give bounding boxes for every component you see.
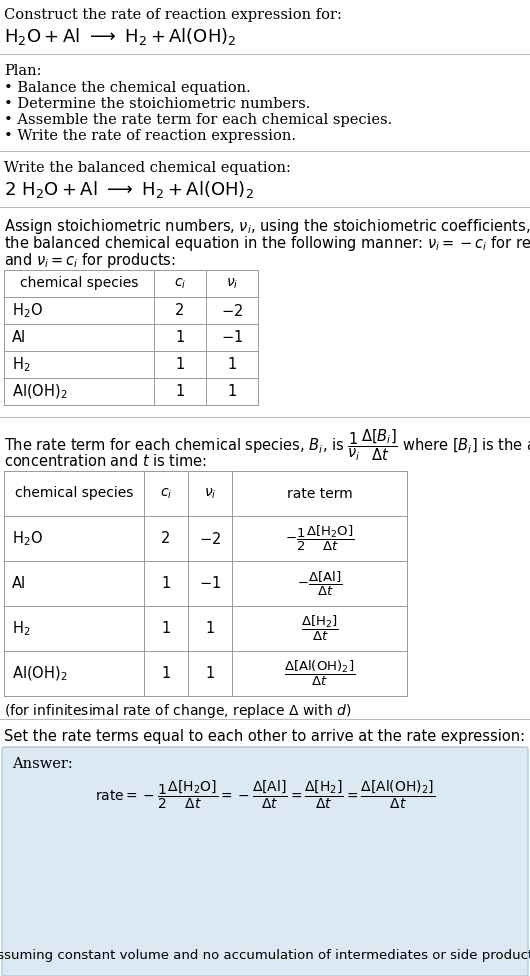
Text: 1: 1 xyxy=(161,576,171,591)
Text: Set the rate terms equal to each other to arrive at the rate expression:: Set the rate terms equal to each other t… xyxy=(4,729,525,744)
Text: 2: 2 xyxy=(175,303,184,318)
Text: 1: 1 xyxy=(175,330,184,345)
Text: $c_i$: $c_i$ xyxy=(174,276,186,291)
Text: (for infinitesimal rate of change, replace $\Delta$ with $d$): (for infinitesimal rate of change, repla… xyxy=(4,702,351,720)
Text: chemical species: chemical species xyxy=(20,276,138,291)
Text: rate term: rate term xyxy=(287,486,352,501)
Text: Assign stoichiometric numbers, $\nu_i$, using the stoichiometric coefficients, $: Assign stoichiometric numbers, $\nu_i$, … xyxy=(4,217,530,236)
Text: $-1$: $-1$ xyxy=(199,576,221,591)
Text: chemical species: chemical species xyxy=(15,486,133,501)
Text: 1: 1 xyxy=(227,384,236,399)
Text: $\mathrm{H_2}$: $\mathrm{H_2}$ xyxy=(12,619,31,638)
Text: • Assemble the rate term for each chemical species.: • Assemble the rate term for each chemic… xyxy=(4,113,392,127)
Text: 1: 1 xyxy=(161,666,171,681)
Text: • Write the rate of reaction expression.: • Write the rate of reaction expression. xyxy=(4,129,296,143)
Text: $\mathrm{rate} = -\dfrac{1}{2}\dfrac{\Delta[\mathrm{H_2O}]}{\Delta t} = -\dfrac{: $\mathrm{rate} = -\dfrac{1}{2}\dfrac{\De… xyxy=(95,779,435,811)
Text: 1: 1 xyxy=(161,621,171,636)
Text: $\nu_i$: $\nu_i$ xyxy=(204,486,216,501)
Text: 1: 1 xyxy=(175,384,184,399)
Text: $\mathrm{Al(OH)_2}$: $\mathrm{Al(OH)_2}$ xyxy=(12,383,67,401)
Text: 1: 1 xyxy=(206,666,215,681)
Text: $-2$: $-2$ xyxy=(199,531,221,547)
Text: and $\nu_i = c_i$ for products:: and $\nu_i = c_i$ for products: xyxy=(4,251,176,270)
Text: $\mathrm{H_2O}$: $\mathrm{H_2O}$ xyxy=(12,529,43,548)
Text: $-\dfrac{1}{2}\dfrac{\Delta[\mathrm{H_2O}]}{\Delta t}$: $-\dfrac{1}{2}\dfrac{\Delta[\mathrm{H_2O… xyxy=(285,524,354,553)
Text: Al: Al xyxy=(12,330,26,345)
Text: The rate term for each chemical species, $B_i$, is $\dfrac{1}{\nu_i}\dfrac{\Delt: The rate term for each chemical species,… xyxy=(4,427,530,463)
Text: $c_i$: $c_i$ xyxy=(160,486,172,501)
Text: the balanced chemical equation in the following manner: $\nu_i = -c_i$ for react: the balanced chemical equation in the fo… xyxy=(4,234,530,253)
Text: $\mathrm{H_2O}$: $\mathrm{H_2O}$ xyxy=(12,302,43,320)
Text: 1: 1 xyxy=(175,357,184,372)
Text: $\dfrac{\Delta[\mathrm{Al(OH)_2}]}{\Delta t}$: $\dfrac{\Delta[\mathrm{Al(OH)_2}]}{\Delt… xyxy=(284,659,355,688)
Text: Answer:: Answer: xyxy=(12,757,73,771)
Text: $\mathregular{H_2O + Al \ \longrightarrow \ H_2 + Al(OH)_2}$: $\mathregular{H_2O + Al \ \longrightarro… xyxy=(4,26,236,47)
Text: $-1$: $-1$ xyxy=(221,330,243,346)
Text: $\mathregular{2\ H_2O + Al \ \longrightarrow \ H_2 + Al(OH)_2}$: $\mathregular{2\ H_2O + Al \ \longrighta… xyxy=(4,179,254,200)
Text: $\nu_i$: $\nu_i$ xyxy=(226,276,238,291)
Text: • Balance the chemical equation.: • Balance the chemical equation. xyxy=(4,81,251,95)
Text: 1: 1 xyxy=(206,621,215,636)
Text: Write the balanced chemical equation:: Write the balanced chemical equation: xyxy=(4,161,291,175)
Text: • Determine the stoichiometric numbers.: • Determine the stoichiometric numbers. xyxy=(4,97,311,111)
Text: $-\dfrac{\Delta[\mathrm{Al}]}{\Delta t}$: $-\dfrac{\Delta[\mathrm{Al}]}{\Delta t}$ xyxy=(297,569,342,597)
Text: 1: 1 xyxy=(227,357,236,372)
Text: $\mathrm{Al(OH)_2}$: $\mathrm{Al(OH)_2}$ xyxy=(12,665,67,682)
Text: 2: 2 xyxy=(161,531,171,546)
Text: Construct the rate of reaction expression for:: Construct the rate of reaction expressio… xyxy=(4,8,342,22)
Text: Al: Al xyxy=(12,576,26,591)
FancyBboxPatch shape xyxy=(2,747,528,976)
Text: Plan:: Plan: xyxy=(4,64,41,78)
Text: $\dfrac{\Delta[\mathrm{H_2}]}{\Delta t}$: $\dfrac{\Delta[\mathrm{H_2}]}{\Delta t}$ xyxy=(301,614,338,643)
Text: concentration and $t$ is time:: concentration and $t$ is time: xyxy=(4,453,207,469)
Text: (assuming constant volume and no accumulation of intermediates or side products): (assuming constant volume and no accumul… xyxy=(0,950,530,962)
Text: $-2$: $-2$ xyxy=(221,303,243,318)
Text: $\mathrm{H_2}$: $\mathrm{H_2}$ xyxy=(12,355,31,374)
